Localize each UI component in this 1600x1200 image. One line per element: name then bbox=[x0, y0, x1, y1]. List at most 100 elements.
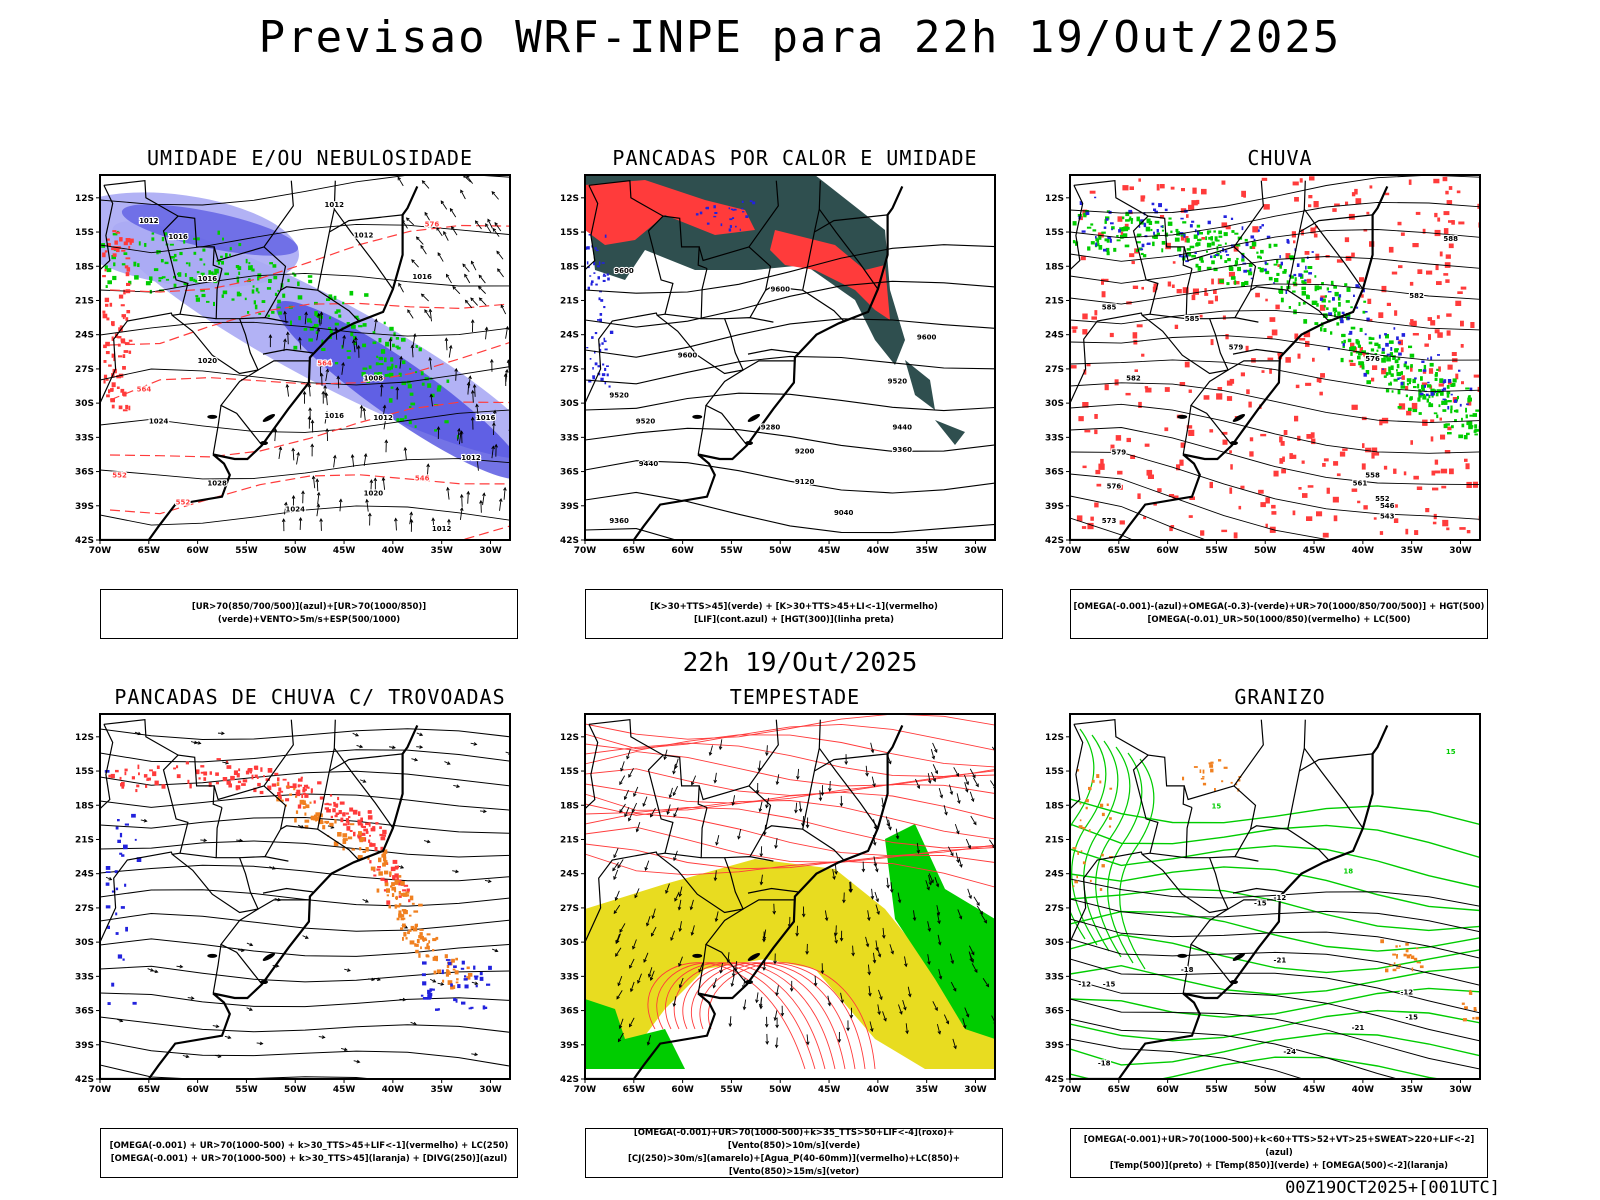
field-cell bbox=[1245, 242, 1249, 247]
panel-title-trovoadas: PANCADAS DE CHUVA C/ TROVOADAS bbox=[114, 685, 506, 709]
wind-vector-head bbox=[484, 326, 489, 331]
wind-vector bbox=[835, 925, 837, 936]
wind-vector bbox=[867, 910, 870, 921]
lon-tick-label: 50W bbox=[769, 1085, 792, 1095]
wind-vector-head bbox=[470, 389, 475, 394]
field-cell bbox=[1440, 468, 1448, 474]
wind-vector-head bbox=[907, 993, 912, 998]
field-cell bbox=[1433, 178, 1440, 184]
field-cell bbox=[255, 765, 259, 770]
wind-vector bbox=[955, 852, 959, 863]
wind-vector bbox=[200, 839, 207, 842]
wind-vector-head bbox=[505, 325, 509, 330]
field-cell bbox=[396, 346, 401, 350]
wind-vector bbox=[678, 899, 682, 910]
wind-vector-head bbox=[619, 928, 623, 933]
wind-vector bbox=[964, 774, 969, 785]
contour-line bbox=[1070, 728, 1095, 940]
field-cell bbox=[601, 262, 605, 264]
field-cell bbox=[1165, 242, 1171, 250]
panel-chuva: CHUVA 12S 15S 18S 21S 24S 27S 30S 33S 36S 39S 42S 7… bbox=[1040, 146, 1520, 646]
contour-label: 1012 bbox=[325, 201, 345, 209]
wind-vector bbox=[967, 888, 972, 899]
field-cell bbox=[1400, 347, 1404, 353]
field-cell bbox=[1399, 377, 1402, 379]
field-cell bbox=[1311, 251, 1314, 253]
field-cell bbox=[1101, 853, 1104, 857]
wind-vector bbox=[404, 447, 407, 460]
wind-vector-head bbox=[614, 897, 619, 901]
wind-vector-head bbox=[354, 336, 358, 341]
field-cell bbox=[1257, 229, 1260, 232]
field-cell bbox=[1211, 241, 1215, 246]
wind-vector-head bbox=[474, 1052, 479, 1057]
field-cell bbox=[1357, 355, 1361, 360]
wind-vector bbox=[991, 746, 995, 752]
lat-tick-label: 33S bbox=[560, 972, 579, 982]
wind-vector-head bbox=[373, 477, 378, 482]
wind-vector bbox=[632, 939, 637, 950]
field-cell bbox=[1082, 329, 1088, 335]
field-cell bbox=[266, 287, 272, 290]
field-cell bbox=[427, 383, 432, 388]
field-cell bbox=[1125, 213, 1130, 217]
field-cell bbox=[1177, 246, 1182, 252]
field-cell bbox=[299, 799, 305, 805]
field-cell bbox=[384, 357, 387, 363]
field-cell bbox=[1064, 218, 1068, 221]
field-cell bbox=[1362, 443, 1365, 448]
field-cell bbox=[1101, 812, 1105, 817]
field-cell bbox=[1289, 454, 1297, 459]
field-cell bbox=[435, 956, 438, 962]
wind-vector-head bbox=[698, 968, 702, 973]
country-border bbox=[239, 855, 289, 862]
field-cell bbox=[1412, 243, 1419, 248]
field-cell bbox=[453, 965, 457, 968]
wind-vector bbox=[943, 804, 947, 815]
field-cell bbox=[1241, 226, 1244, 231]
wind-vector-head bbox=[341, 361, 345, 366]
field-cell bbox=[297, 784, 302, 787]
field-cell bbox=[1137, 233, 1142, 236]
wind-vector bbox=[453, 784, 460, 788]
field-cell bbox=[144, 243, 147, 247]
field-cell bbox=[1432, 521, 1437, 525]
field-cell bbox=[1145, 226, 1151, 232]
field-cell bbox=[1214, 236, 1218, 241]
wind-vector-head bbox=[827, 1002, 832, 1007]
field-cell bbox=[217, 230, 220, 235]
field-cell bbox=[1223, 215, 1227, 218]
field-cell bbox=[297, 784, 300, 788]
field-cell bbox=[1388, 366, 1391, 372]
lon-tick-label: 65W bbox=[623, 546, 646, 556]
wind-vector-head bbox=[452, 285, 456, 290]
field-cell bbox=[392, 343, 395, 348]
lon-tick-label: 35W bbox=[430, 546, 453, 556]
field-cell bbox=[134, 275, 139, 280]
contour-line bbox=[585, 734, 995, 768]
field-cell bbox=[1428, 394, 1431, 399]
field-cell bbox=[143, 774, 148, 778]
field-cell bbox=[1185, 260, 1189, 263]
contour-label: -12 bbox=[1078, 981, 1091, 989]
field-cell bbox=[393, 332, 396, 337]
contour-label: 9360 bbox=[609, 517, 629, 525]
field-cell bbox=[1393, 962, 1396, 965]
field-cell bbox=[120, 338, 126, 342]
country-border bbox=[1233, 719, 1264, 830]
contour-line bbox=[100, 749, 510, 763]
wind-vector-head bbox=[500, 304, 505, 309]
field-cell bbox=[277, 306, 281, 309]
field-cell bbox=[220, 255, 223, 258]
wind-vector-head bbox=[973, 821, 977, 826]
lon-tick-label: 30W bbox=[1449, 1085, 1472, 1095]
wind-vector-head bbox=[775, 1024, 779, 1029]
field-cell bbox=[238, 243, 242, 247]
contour-line bbox=[585, 560, 995, 585]
field-cell bbox=[1385, 192, 1390, 196]
field-cell bbox=[177, 273, 181, 276]
field-cell bbox=[105, 238, 110, 241]
field-cell bbox=[126, 267, 129, 271]
field-cell bbox=[237, 266, 242, 270]
field-cell bbox=[1307, 485, 1314, 488]
